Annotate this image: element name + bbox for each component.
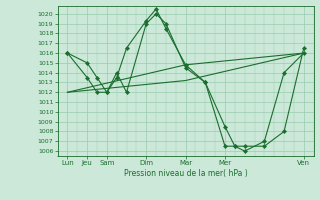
X-axis label: Pression niveau de la mer( hPa ): Pression niveau de la mer( hPa ) xyxy=(124,169,247,178)
